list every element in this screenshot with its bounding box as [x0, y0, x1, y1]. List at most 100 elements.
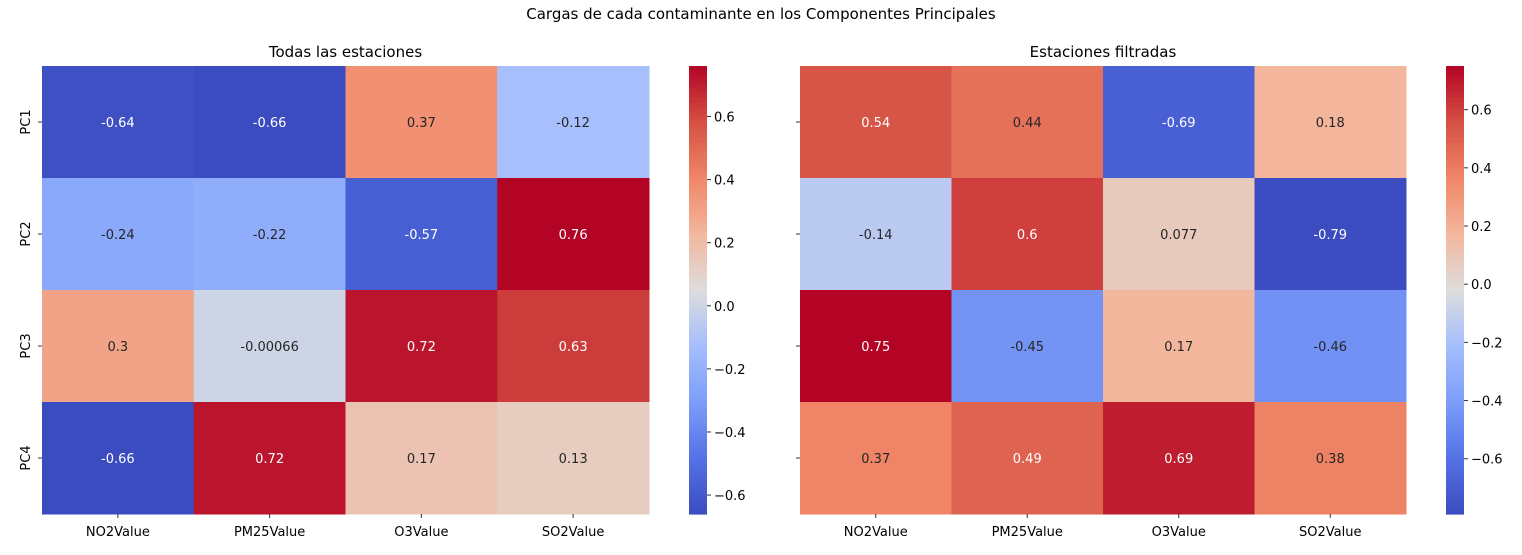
- cell-value-label: -0.22: [253, 228, 287, 243]
- colorbar-segment: [1446, 482, 1464, 488]
- heatmap-panel-all-stations: Todas las estaciones -0.64 -0.66 0.37 -0.12 -…: [19, 43, 746, 540]
- x-tick-label: NO2Value: [86, 525, 150, 540]
- heatmap-cell: [1103, 290, 1255, 403]
- figure-title: Cargas de cada contaminante en los Compo…: [526, 5, 996, 23]
- colorbar-segment: [689, 334, 707, 340]
- colorbar: 0.6 0.4 0.2 0.0 −0.2 −0.4 −0.6: [1446, 66, 1503, 515]
- colorbar-segment: [1446, 433, 1464, 439]
- x-tick-label: PM25Value: [992, 525, 1063, 540]
- colorbar-segment: [689, 496, 707, 502]
- colorbar-segment: [1446, 119, 1464, 125]
- heatmap-cell: [497, 178, 650, 291]
- colorbar-segment: [689, 464, 707, 470]
- colorbar-segment: [1446, 245, 1464, 251]
- colorbar-segment: [1446, 110, 1464, 116]
- colorbar-segment: [689, 178, 707, 184]
- colorbar-segment: [1446, 307, 1464, 313]
- colorbar-segment: [689, 388, 707, 394]
- colorbar-segment: [1446, 155, 1464, 161]
- colorbar-segment: [1446, 227, 1464, 233]
- colorbar-segment: [689, 200, 707, 206]
- colorbar-segment: [689, 410, 707, 417]
- colorbar-segment: [689, 469, 707, 475]
- colorbar-segment: [1446, 272, 1464, 278]
- colorbar-segment: [689, 137, 707, 143]
- colorbar-segment: [689, 419, 707, 425]
- colorbar-segment: [689, 245, 707, 251]
- colorbar-segment: [689, 169, 707, 175]
- colorbar-segment: [689, 79, 707, 85]
- y-tick-label: PC1: [19, 109, 34, 134]
- colorbar-segment: [689, 505, 707, 511]
- colorbar-segment: [689, 361, 707, 367]
- colorbar-segment: [689, 321, 707, 327]
- colorbar-segment: [1446, 276, 1464, 282]
- cell-value-label: 0.72: [255, 452, 284, 467]
- colorbar-segment: [689, 182, 707, 188]
- colorbar-segment: [689, 263, 707, 269]
- heatmap-cell: [42, 178, 195, 291]
- colorbar-segment: [689, 227, 707, 233]
- cell-value-label: 0.13: [559, 452, 588, 467]
- colorbar-segment: [1446, 209, 1464, 215]
- colorbar-segment: [689, 298, 707, 305]
- colorbar-segment: [689, 406, 707, 412]
- colorbar-tick-label: −0.4: [714, 426, 746, 441]
- colorbar-segment: [1446, 496, 1464, 502]
- colorbar-segment: [689, 487, 707, 493]
- colorbar-segment: [689, 428, 707, 434]
- colorbar-segment: [1446, 487, 1464, 493]
- colorbar-segment: [689, 240, 707, 246]
- heatmap-cell: [345, 290, 498, 403]
- x-tick-label: O3Value: [1152, 525, 1206, 540]
- colorbar-segment: [689, 473, 707, 479]
- colorbar-segment: [689, 491, 707, 497]
- heatmap-cell: [193, 66, 346, 179]
- colorbar-segment: [1446, 469, 1464, 475]
- x-tick-label: NO2Value: [844, 525, 908, 540]
- colorbar-segment: [1446, 281, 1464, 287]
- colorbar-segment: [689, 500, 707, 506]
- colorbar-segment: [689, 375, 707, 381]
- colorbar-segment: [1446, 406, 1464, 412]
- colorbar-segment: [1446, 294, 1464, 300]
- colorbar-segment: [1446, 428, 1464, 434]
- colorbar-segment: [1446, 442, 1464, 448]
- colorbar-segment: [689, 437, 707, 443]
- colorbar-tick-label: 0.6: [1471, 104, 1492, 119]
- cell-value-label: 0.38: [1316, 452, 1345, 467]
- colorbar-segment: [689, 231, 707, 237]
- colorbar-segment: [689, 101, 707, 107]
- colorbar-segment: [1446, 509, 1464, 515]
- colorbar-segment: [1446, 128, 1464, 134]
- colorbar-segment: [1446, 348, 1464, 354]
- colorbar-tick-label: 0.4: [1471, 162, 1492, 177]
- cell-value-label: 0.72: [407, 340, 436, 355]
- colorbar-segment: [689, 312, 707, 318]
- heatmap-cell: [193, 178, 346, 291]
- colorbar-segment: [1446, 97, 1464, 103]
- colorbar-segment: [689, 393, 707, 399]
- colorbar-segment: [1446, 88, 1464, 94]
- colorbar-segment: [1446, 410, 1464, 417]
- colorbar-segment: [689, 92, 707, 98]
- colorbar-segment: [689, 290, 707, 296]
- colorbar-segment: [1446, 505, 1464, 511]
- colorbar-segment: [1446, 222, 1464, 228]
- colorbar-segment: [1446, 133, 1464, 139]
- cell-value-label: 0.18: [1316, 116, 1345, 131]
- cell-value-label: 0.69: [1164, 452, 1193, 467]
- x-tick-label: O3Value: [394, 525, 448, 540]
- cell-value-label: 0.44: [1013, 116, 1042, 131]
- x-tick-label: SO2Value: [1299, 525, 1361, 540]
- colorbar-segment: [1446, 106, 1464, 112]
- colorbar-segment: [1446, 325, 1464, 331]
- cell-value-label: -0.00066: [240, 340, 298, 355]
- colorbar-tick-label: −0.6: [1471, 453, 1503, 468]
- colorbar-segment: [1446, 366, 1464, 372]
- colorbar-segment: [1446, 178, 1464, 184]
- panel-title: Todas las estaciones: [268, 43, 422, 61]
- cell-value-label: 0.6: [1017, 228, 1038, 243]
- colorbar-segment: [689, 213, 707, 219]
